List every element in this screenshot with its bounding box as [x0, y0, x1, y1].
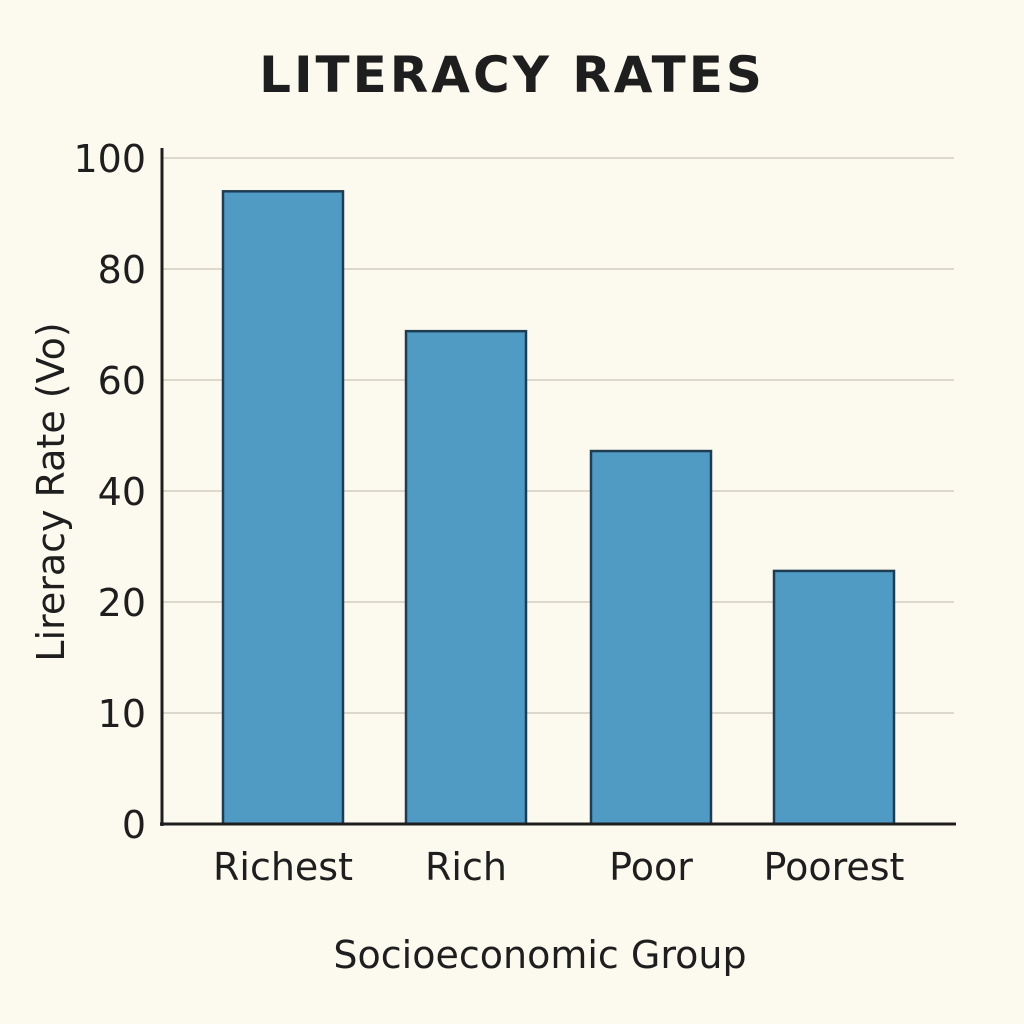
y-tick-label: 0	[122, 803, 146, 847]
y-tick-label: 40	[98, 470, 146, 514]
y-tick-label: 20	[98, 581, 146, 625]
y-axis-title: Lireracy Rate (Vo)	[29, 322, 73, 661]
x-category-label: Richest	[213, 845, 353, 889]
y-tick-label: 100	[73, 137, 146, 181]
x-category-label: Poorest	[764, 845, 905, 889]
bar-poor	[589, 449, 713, 826]
bars	[221, 190, 896, 826]
bar-rich	[404, 329, 528, 826]
x-category-label: Rich	[425, 845, 507, 889]
x-axis-title: Socioeconomic Group	[333, 933, 746, 977]
y-tick-label: 10	[98, 692, 146, 736]
y-tick-label: 80	[98, 248, 146, 292]
x-category-label: Poor	[609, 845, 693, 889]
chart-title: LITERACY RATES	[259, 46, 765, 104]
bar-richest	[221, 190, 345, 826]
x-category-labels: Richest Rich Poor Poorest	[213, 845, 904, 889]
bar-poorest	[772, 569, 896, 826]
y-tick-label: 60	[98, 359, 146, 403]
